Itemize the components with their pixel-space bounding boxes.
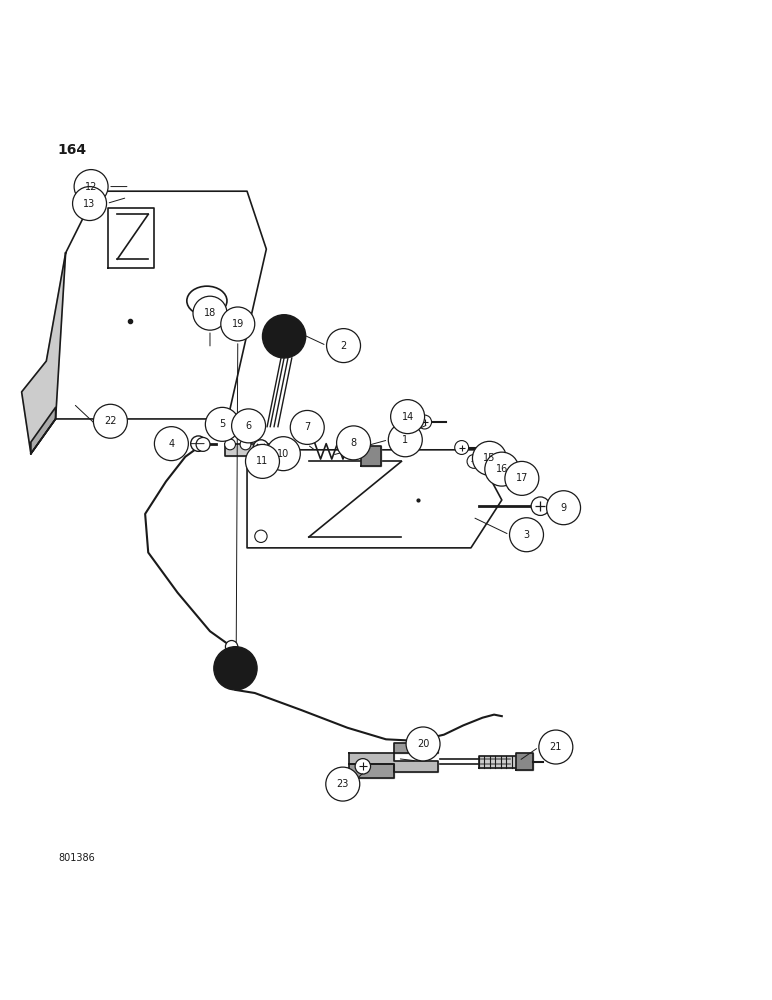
Circle shape: [505, 461, 539, 495]
Circle shape: [467, 454, 481, 468]
Text: 15: 15: [483, 453, 496, 463]
Text: 1: 1: [402, 435, 408, 445]
Circle shape: [327, 329, 361, 363]
Circle shape: [504, 465, 521, 482]
Circle shape: [266, 437, 300, 471]
Polygon shape: [247, 450, 502, 548]
Text: 18: 18: [204, 308, 216, 318]
Circle shape: [262, 315, 306, 358]
Text: 10: 10: [277, 449, 290, 459]
Polygon shape: [108, 208, 154, 268]
Polygon shape: [361, 446, 381, 466]
Circle shape: [232, 409, 266, 443]
Polygon shape: [31, 407, 56, 454]
Circle shape: [221, 307, 255, 341]
Circle shape: [539, 730, 573, 764]
Circle shape: [93, 404, 127, 438]
Circle shape: [355, 759, 371, 774]
Circle shape: [214, 647, 257, 690]
Circle shape: [418, 415, 432, 429]
Circle shape: [193, 296, 227, 330]
Text: 6: 6: [245, 421, 252, 431]
Text: 5: 5: [219, 419, 225, 429]
Text: 2: 2: [340, 341, 347, 351]
Circle shape: [245, 444, 279, 478]
Circle shape: [240, 439, 251, 450]
Text: 3: 3: [523, 530, 530, 540]
Text: 17: 17: [516, 473, 528, 483]
Circle shape: [455, 441, 469, 454]
Circle shape: [472, 441, 506, 475]
Text: 11: 11: [256, 456, 269, 466]
Text: 801386: 801386: [58, 853, 95, 863]
Circle shape: [485, 452, 519, 486]
Circle shape: [73, 187, 107, 221]
Text: 16: 16: [496, 464, 508, 474]
Circle shape: [154, 427, 188, 461]
Circle shape: [326, 767, 360, 801]
Text: 7: 7: [304, 422, 310, 432]
Text: 22: 22: [104, 416, 117, 426]
Text: 21: 21: [550, 742, 562, 752]
Polygon shape: [349, 753, 438, 772]
Polygon shape: [56, 191, 266, 419]
Polygon shape: [516, 753, 533, 770]
Polygon shape: [394, 743, 438, 753]
Text: 8: 8: [350, 438, 357, 448]
Circle shape: [406, 727, 440, 761]
Text: 14: 14: [401, 412, 414, 422]
Text: 4: 4: [168, 439, 174, 449]
Text: 23: 23: [337, 779, 349, 789]
Circle shape: [337, 426, 371, 460]
Circle shape: [191, 436, 206, 451]
Circle shape: [391, 400, 425, 434]
Circle shape: [388, 423, 422, 457]
Circle shape: [196, 437, 210, 451]
Circle shape: [225, 641, 238, 653]
Polygon shape: [349, 764, 394, 778]
Circle shape: [290, 410, 324, 444]
Text: 164: 164: [58, 143, 87, 157]
Text: 9: 9: [560, 503, 567, 513]
Text: 13: 13: [83, 199, 96, 209]
Circle shape: [74, 170, 108, 204]
Polygon shape: [22, 253, 66, 454]
Text: 20: 20: [417, 739, 429, 749]
Polygon shape: [479, 756, 517, 768]
Circle shape: [225, 439, 235, 450]
Circle shape: [253, 440, 269, 455]
Text: 19: 19: [232, 319, 244, 329]
Circle shape: [531, 497, 550, 515]
Circle shape: [547, 491, 581, 525]
Polygon shape: [225, 444, 287, 468]
Circle shape: [205, 407, 239, 441]
Text: 12: 12: [85, 182, 97, 192]
Circle shape: [510, 518, 543, 552]
